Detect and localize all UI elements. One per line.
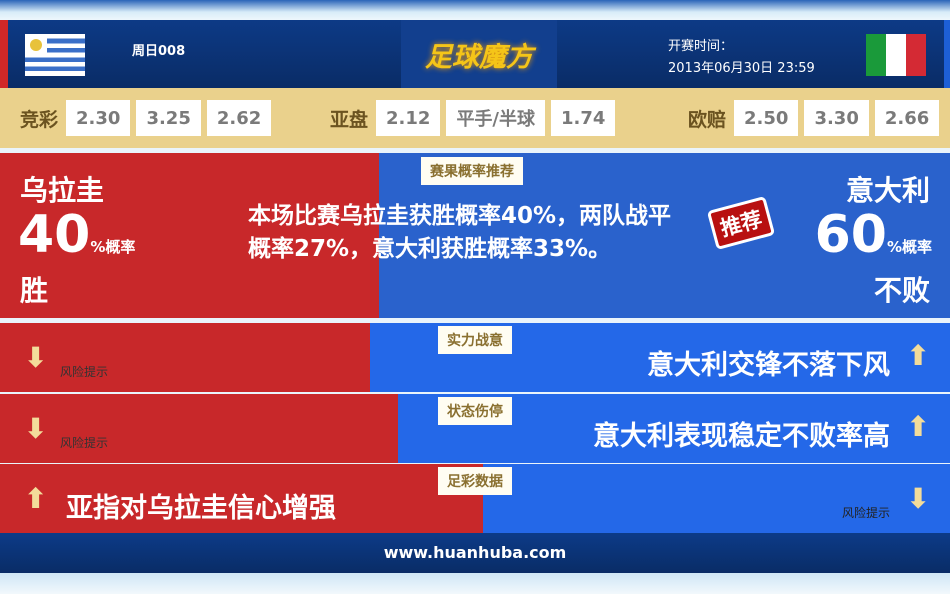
- odds-bar: 竞彩 2.30 3.25 2.62 亚盘 2.12 平手/半球 1.74 欧赔 …: [0, 88, 950, 148]
- row-tag: 实力战意: [438, 326, 512, 354]
- bottom-band: [0, 573, 950, 594]
- uruguay-flag-icon: [25, 34, 85, 76]
- risk-hint: 风险提示: [60, 365, 109, 379]
- match-header: 周日008 足球魔方 开赛时间： 2013年06月30日 23:59: [0, 20, 950, 88]
- home-pct: 40%概率: [18, 205, 136, 265]
- row-away-text: 意大利表现稳定不败率高: [593, 421, 890, 452]
- row-home-text: 亚指对乌拉圭信心增强: [66, 493, 336, 524]
- away-result: 不败: [873, 274, 930, 307]
- odds-value: 3.30: [804, 100, 869, 136]
- section-tag: 赛果概率推荐: [421, 157, 523, 185]
- match-number: 周日008: [132, 44, 186, 59]
- odds-euro: 欧赔 2.50 3.30 2.66: [688, 100, 940, 136]
- arrow-down-icon: ⬇: [24, 412, 48, 445]
- row-strength: 实力战意 ⬇ 风险提示 意大利交锋不落下风 ⬆: [0, 323, 950, 392]
- arrow-up-icon: ⬆: [24, 482, 48, 515]
- home-result: 胜: [20, 274, 49, 307]
- odds-label: 竞彩: [20, 108, 59, 131]
- odds-asian: 亚盘 2.12 平手/半球 1.74: [330, 100, 616, 136]
- kickoff: 开赛时间： 2013年06月30日 23:59: [668, 36, 815, 80]
- kickoff-time: 2013年06月30日 23:59: [668, 61, 815, 76]
- kickoff-label: 开赛时间：: [668, 39, 734, 54]
- probability-panel: 赛果概率推荐 乌拉圭 40%概率 胜 本场比赛乌拉圭获胜概率40%，两队战平概率…: [0, 153, 950, 318]
- row-tag: 足彩数据: [438, 467, 512, 495]
- odds-value: 1.74: [551, 100, 616, 136]
- logo: 足球魔方: [401, 20, 557, 88]
- odds-value: 平手/半球: [446, 100, 546, 136]
- odds-value: 2.50: [734, 100, 799, 136]
- away-pct: 60%概率: [814, 205, 932, 265]
- arrow-up-icon: ⬆: [906, 410, 930, 443]
- away-team: 意大利: [845, 174, 930, 207]
- arrow-up-icon: ⬆: [906, 339, 930, 372]
- row-lottery-data: 足彩数据 ⬆ 亚指对乌拉圭信心增强 风险提示 ⬇: [0, 464, 950, 533]
- arrow-down-icon: ⬇: [906, 482, 930, 515]
- risk-hint: 风险提示: [60, 436, 109, 450]
- odds-value: 2.62: [206, 100, 272, 136]
- odds-label: 欧赔: [688, 108, 727, 131]
- home-team: 乌拉圭: [20, 174, 105, 207]
- footer-url[interactable]: www.huanhuba.com: [0, 533, 950, 573]
- row-tag: 状态伤停: [438, 397, 512, 425]
- odds-value: 3.25: [136, 100, 201, 136]
- risk-hint: 风险提示: [841, 506, 890, 520]
- odds-value: 2.30: [66, 100, 131, 136]
- prediction-description: 本场比赛乌拉圭获胜概率40%，两队战平概率27%，意大利获胜概率33%。: [248, 203, 672, 262]
- recommend-stamp: 推荐: [706, 195, 776, 251]
- row-form: 状态伤停 ⬇ 风险提示 意大利表现稳定不败率高 ⬆: [0, 394, 950, 463]
- odds-value: 2.66: [874, 100, 940, 136]
- odds-label: 亚盘: [330, 108, 369, 131]
- arrow-down-icon: ⬇: [24, 341, 48, 374]
- row-away-text: 意大利交锋不落下风: [647, 350, 890, 381]
- odds-value: 2.12: [376, 100, 441, 136]
- top-band: [0, 0, 950, 20]
- home-probability-bar: [0, 153, 379, 318]
- italy-flag-icon: [866, 34, 926, 76]
- odds-jingcai: 竞彩 2.30 3.25 2.62: [20, 100, 272, 136]
